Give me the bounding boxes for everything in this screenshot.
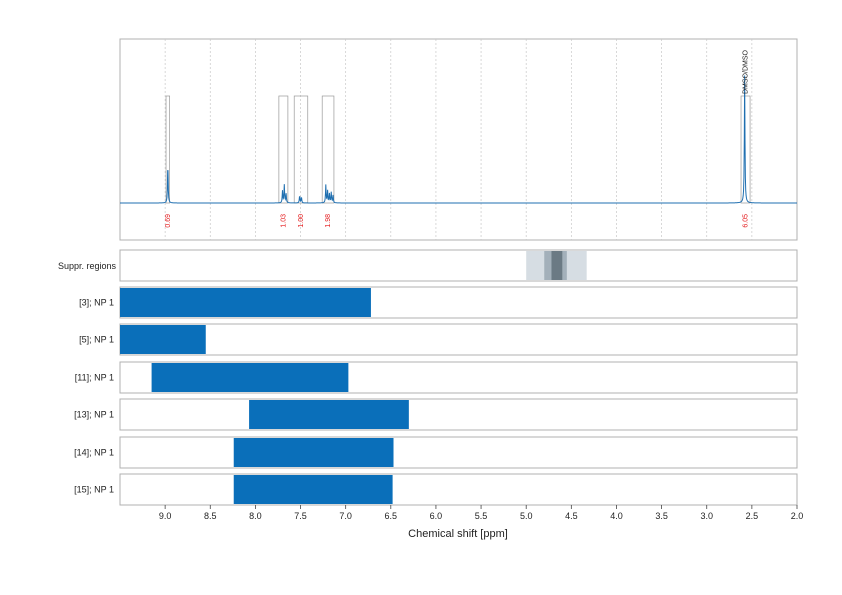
x-tick-label: 2.5 bbox=[746, 511, 759, 521]
range-bar bbox=[233, 438, 394, 467]
x-tick-label: 4.5 bbox=[565, 511, 578, 521]
range-bar bbox=[233, 475, 393, 504]
spectrum-frame bbox=[119, 38, 798, 241]
bar-row-frame bbox=[119, 398, 798, 431]
peak-annotation: DMSO/DMSO bbox=[743, 50, 750, 95]
suppressed-band bbox=[551, 251, 563, 280]
series-label: [11]; NP 1 bbox=[75, 373, 114, 383]
x-tick-label: 2.0 bbox=[791, 511, 804, 521]
bar-row-frame bbox=[119, 473, 798, 506]
x-tick-label: 8.5 bbox=[204, 511, 217, 521]
integral-label: 1.00 bbox=[298, 214, 305, 228]
integral-region bbox=[740, 95, 751, 204]
x-tick-label: 8.0 bbox=[249, 511, 262, 521]
x-tick-label: 6.0 bbox=[430, 511, 443, 521]
series-label: [3]; NP 1 bbox=[79, 298, 114, 308]
spectrum-line bbox=[120, 75, 797, 204]
suppressed-regions-frame bbox=[119, 249, 798, 282]
series-label: [5]; NP 1 bbox=[79, 335, 114, 345]
series-label: [15]; NP 1 bbox=[74, 485, 114, 495]
x-tick-label: 3.0 bbox=[700, 511, 713, 521]
integral-label: 1.03 bbox=[280, 214, 287, 228]
integral-label: 1.98 bbox=[325, 214, 332, 228]
range-bar bbox=[151, 363, 349, 392]
spectrum-panel: 0.69 1.03 1.00 1.98 6.05 DMSO/DMSO bbox=[119, 38, 798, 241]
integral-region bbox=[321, 95, 335, 204]
x-axis-title: Chemical shift [ppm] bbox=[408, 528, 508, 540]
series-label: [14]; NP 1 bbox=[74, 448, 114, 458]
bar-row-frame bbox=[119, 436, 798, 469]
bar-panels: [3]; NP 1 [5]; NP 1 [11]; NP 1 [13]; NP 1 [1… bbox=[74, 286, 798, 506]
integral-label: 6.05 bbox=[743, 214, 750, 228]
range-bar bbox=[120, 325, 206, 354]
x-tick-label: 5.5 bbox=[475, 511, 488, 521]
series-label: [13]; NP 1 bbox=[74, 410, 114, 420]
x-tick-label: 7.5 bbox=[294, 511, 307, 521]
x-tick-label: 5.0 bbox=[520, 511, 533, 521]
x-tick-label: 7.0 bbox=[339, 511, 352, 521]
x-tick-label: 6.5 bbox=[385, 511, 398, 521]
suppressed-regions-panel: Suppr. regions bbox=[58, 249, 798, 282]
suppressed-regions-label: Suppr. regions bbox=[58, 261, 117, 271]
integral-region bbox=[293, 95, 309, 204]
integral-region bbox=[165, 95, 170, 204]
range-bar bbox=[249, 400, 409, 429]
bar-row-frame bbox=[119, 323, 798, 356]
integral-region bbox=[278, 95, 289, 204]
x-tick-label: 3.5 bbox=[655, 511, 668, 521]
x-tick-label: 9.0 bbox=[159, 511, 172, 521]
integral-label: 0.69 bbox=[165, 214, 172, 228]
range-bar bbox=[120, 288, 371, 317]
x-axis: Chemical shift [ppm] 9.0 8.5 8.0 7.5 7.0 6.5 6… bbox=[159, 505, 803, 540]
x-tick-label: 4.0 bbox=[610, 511, 623, 521]
